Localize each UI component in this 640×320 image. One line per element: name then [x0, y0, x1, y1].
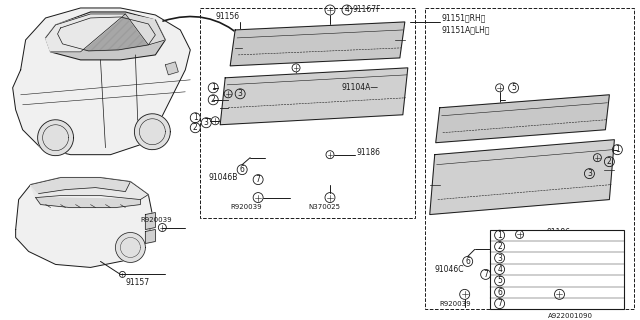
Text: 7: 7 [483, 270, 488, 279]
Text: A922001090: A922001090 [547, 313, 593, 319]
Text: 6: 6 [240, 165, 244, 174]
Text: 91187: 91187 [508, 255, 530, 261]
Text: 91046B: 91046B [208, 173, 237, 182]
Text: 91167F: 91167F [353, 5, 381, 14]
Text: 3: 3 [204, 118, 209, 127]
Polygon shape [134, 114, 170, 150]
Text: 91182A: 91182A [508, 289, 534, 295]
Text: 91151A〈LH〉: 91151A〈LH〉 [442, 25, 490, 35]
Text: N370025: N370025 [534, 301, 566, 307]
Polygon shape [145, 229, 156, 244]
Text: R920039: R920039 [440, 301, 472, 307]
Polygon shape [31, 178, 148, 200]
Polygon shape [220, 68, 408, 125]
Text: 91157: 91157 [125, 278, 150, 287]
Text: 91186: 91186 [547, 228, 570, 237]
Text: 6: 6 [497, 288, 502, 297]
Text: 2: 2 [211, 95, 216, 104]
Polygon shape [15, 178, 152, 268]
Text: 91172D*B: 91172D*B [508, 278, 543, 284]
Text: 91156: 91156 [215, 12, 239, 21]
Text: 91175A: 91175A [508, 244, 534, 250]
Text: 2: 2 [497, 242, 502, 251]
Polygon shape [45, 12, 165, 60]
Text: N370025: N370025 [308, 204, 340, 210]
Bar [490, 229, 625, 309]
Polygon shape [13, 8, 190, 155]
Polygon shape [436, 95, 609, 143]
Text: 4: 4 [497, 265, 502, 274]
Polygon shape [230, 22, 405, 66]
Text: 94068A: 94068A [508, 300, 534, 307]
Bar [200, 8, 415, 218]
Text: 3: 3 [587, 169, 592, 178]
Text: R920039: R920039 [140, 217, 172, 222]
Text: 3: 3 [497, 253, 502, 262]
Text: 91046C: 91046C [435, 265, 464, 274]
Text: R920039: R920039 [230, 204, 262, 210]
Text: 91176F: 91176F [508, 232, 534, 238]
Text: 91151〈RH〉: 91151〈RH〉 [442, 13, 486, 22]
Text: 91172D*A: 91172D*A [508, 267, 543, 272]
Text: 7: 7 [497, 299, 502, 308]
Polygon shape [145, 212, 156, 229]
Bar [425, 8, 634, 309]
Text: 1: 1 [211, 83, 216, 92]
Text: 4: 4 [344, 5, 349, 14]
Polygon shape [36, 197, 140, 208]
Polygon shape [165, 62, 179, 75]
Text: 91156A: 91156A [450, 125, 479, 134]
Polygon shape [430, 140, 614, 214]
Text: 3: 3 [237, 89, 243, 98]
Text: 5: 5 [497, 276, 502, 285]
Text: 2: 2 [607, 157, 612, 166]
Polygon shape [38, 120, 74, 156]
Text: 7: 7 [256, 175, 260, 184]
Text: 1: 1 [497, 231, 502, 240]
Polygon shape [58, 17, 156, 51]
Text: 6: 6 [465, 257, 470, 266]
Text: 2: 2 [193, 123, 198, 132]
Text: 1: 1 [193, 113, 198, 122]
Polygon shape [45, 14, 125, 52]
Polygon shape [115, 233, 145, 262]
Text: 91104A—: 91104A— [342, 83, 379, 92]
Polygon shape [31, 178, 131, 194]
Polygon shape [125, 14, 165, 45]
Text: 1: 1 [615, 145, 620, 154]
Text: 5: 5 [511, 83, 516, 92]
Text: 91186: 91186 [357, 148, 381, 157]
